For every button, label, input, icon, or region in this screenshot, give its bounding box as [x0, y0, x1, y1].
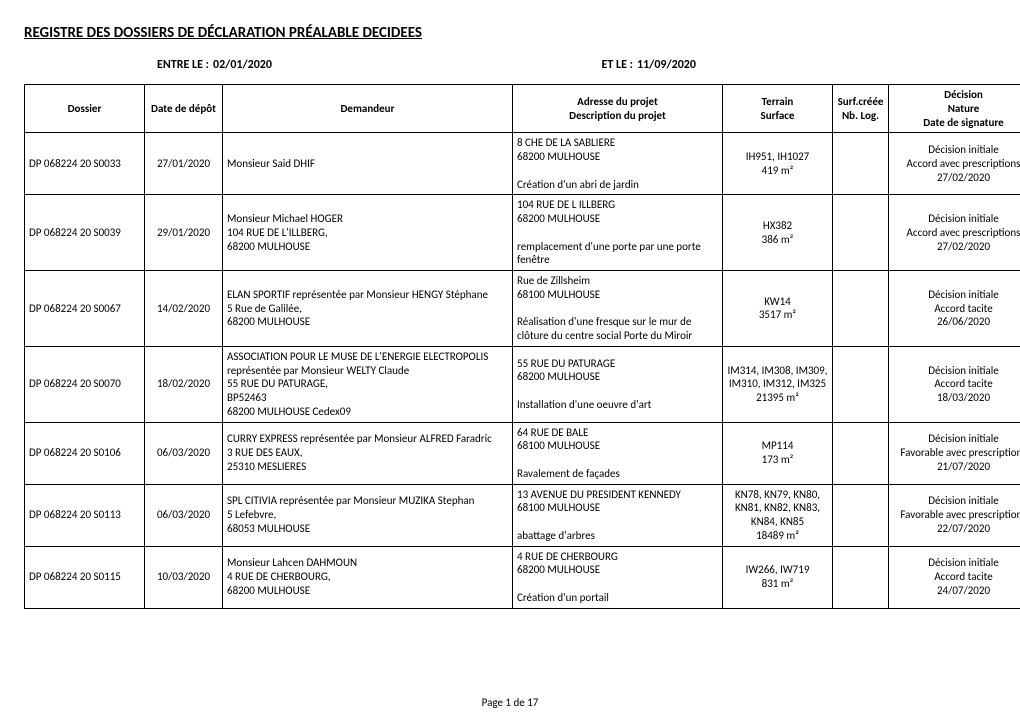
cell-demandeur: ASSOCIATION POUR LE MUSE DE L'ENERGIE EL…	[223, 346, 513, 422]
cell-demandeur: Monsieur Said DHIF	[223, 133, 513, 195]
header-surf-l1: Surf.créée	[837, 95, 884, 109]
date-to-label: ET LE :	[543, 58, 637, 72]
header-adresse-l2: Description du projet	[517, 109, 718, 123]
header-demandeur: Demandeur	[223, 85, 513, 133]
cell-demandeur: Monsieur Michael HOGER 104 RUE DE L'ILLB…	[223, 195, 513, 271]
cell-surf	[833, 422, 889, 484]
cell-dossier: DP 068224 20 S0113	[25, 484, 145, 546]
table-row: DP 068224 20 S003929/01/2020Monsieur Mic…	[25, 195, 1020, 271]
cell-date: 18/02/2020	[145, 346, 223, 422]
header-adresse: Adresse du projet Description du projet	[513, 85, 723, 133]
cell-terrain: MP114 173 m²	[723, 422, 833, 484]
cell-adresse: 4 RUE DE CHERBOURG 68200 MULHOUSE Créati…	[513, 546, 723, 608]
cell-decision: Décision initiale Favorable avec prescri…	[889, 484, 1020, 546]
cell-surf	[833, 195, 889, 271]
header-decision-l1: Décision	[893, 88, 1020, 102]
cell-decision: Décision initiale Favorable avec prescri…	[889, 422, 1020, 484]
cell-decision: Décision initiale Accord tacite 24/07/20…	[889, 546, 1020, 608]
table-row: DP 068224 20 S006714/02/2020ELAN SPORTIF…	[25, 271, 1020, 347]
cell-decision: Décision initiale Accord tacite 26/06/20…	[889, 271, 1020, 347]
table-body: DP 068224 20 S003327/01/2020Monsieur Sai…	[25, 133, 1020, 608]
cell-date: 06/03/2020	[145, 422, 223, 484]
cell-adresse: Rue de Zillsheim 68100 MULHOUSE Réalisat…	[513, 271, 723, 347]
cell-terrain: KN78, KN79, KN80, KN81, KN82, KN83, KN84…	[723, 484, 833, 546]
header-dossier: Dossier	[25, 85, 145, 133]
cell-demandeur: CURRY EXPRESS représentée par Monsieur A…	[223, 422, 513, 484]
cell-dossier: DP 068224 20 S0115	[25, 546, 145, 608]
table-row: DP 068224 20 S007018/02/2020ASSOCIATION …	[25, 346, 1020, 422]
cell-date: 29/01/2020	[145, 195, 223, 271]
cell-date: 06/03/2020	[145, 484, 223, 546]
header-surf-l2: Nb. Log.	[837, 109, 884, 123]
cell-dossier: DP 068224 20 S0070	[25, 346, 145, 422]
table-row: DP 068224 20 S010606/03/2020CURRY EXPRES…	[25, 422, 1020, 484]
page-title: REGISTRE DES DOSSIERS DE DÉCLARATION PRÉ…	[24, 24, 996, 42]
cell-dossier: DP 068224 20 S0039	[25, 195, 145, 271]
cell-surf	[833, 484, 889, 546]
cell-adresse: 13 AVENUE DU PRESIDENT KENNEDY 68100 MUL…	[513, 484, 723, 546]
header-terrain: Terrain Surface	[723, 85, 833, 133]
cell-adresse: 55 RUE DU PATURAGE 68200 MULHOUSE Instal…	[513, 346, 723, 422]
page-footer: Page 1 de 17	[0, 696, 1020, 709]
date-range: ENTRE LE : 02/01/2020 ET LE : 11/09/2020	[24, 58, 996, 72]
cell-terrain: HX382 386 m²	[723, 195, 833, 271]
cell-decision: Décision initiale Accord avec prescripti…	[889, 195, 1020, 271]
cell-date: 10/03/2020	[145, 546, 223, 608]
cell-adresse: 104 RUE DE L ILLBERG 68200 MULHOUSE remp…	[513, 195, 723, 271]
header-decision-l2: Nature	[893, 102, 1020, 116]
cell-decision: Décision initiale Accord avec prescripti…	[889, 133, 1020, 195]
cell-dossier: DP 068224 20 S0106	[25, 422, 145, 484]
date-from-label: ENTRE LE :	[24, 58, 213, 72]
cell-demandeur: ELAN SPORTIF représentée par Monsieur HE…	[223, 271, 513, 347]
header-adresse-l1: Adresse du projet	[517, 95, 718, 109]
table-row: DP 068224 20 S003327/01/2020Monsieur Sai…	[25, 133, 1020, 195]
cell-surf	[833, 346, 889, 422]
date-from-value: 02/01/2020	[213, 58, 543, 72]
table-row: DP 068224 20 S011306/03/2020SPL CITIVIA …	[25, 484, 1020, 546]
cell-decision: Décision initiale Accord tacite 18/03/20…	[889, 346, 1020, 422]
table-row: DP 068224 20 S011510/03/2020Monsieur Lah…	[25, 546, 1020, 608]
date-to-value: 11/09/2020	[637, 58, 696, 72]
cell-dossier: DP 068224 20 S0067	[25, 271, 145, 347]
dossier-table: Dossier Date de dépôt Demandeur Adresse …	[24, 84, 1020, 609]
header-terrain-l2: Surface	[727, 109, 828, 123]
cell-demandeur: SPL CITIVIA représentée par Monsieur MUZ…	[223, 484, 513, 546]
header-decision-l3: Date de signature	[893, 116, 1020, 130]
document-page: REGISTRE DES DOSSIERS DE DÉCLARATION PRÉ…	[0, 0, 1020, 721]
header-date-depot: Date de dépôt	[145, 85, 223, 133]
table-header: Dossier Date de dépôt Demandeur Adresse …	[25, 85, 1020, 133]
cell-surf	[833, 546, 889, 608]
cell-demandeur: Monsieur Lahcen DAHMOUN 4 RUE DE CHERBOU…	[223, 546, 513, 608]
header-terrain-l1: Terrain	[727, 95, 828, 109]
cell-surf	[833, 271, 889, 347]
header-decision: Décision Nature Date de signature	[889, 85, 1020, 133]
cell-terrain: IH951, IH1027 419 m²	[723, 133, 833, 195]
cell-terrain: IW266, IW719 831 m²	[723, 546, 833, 608]
cell-date: 14/02/2020	[145, 271, 223, 347]
cell-terrain: IM314, IM308, IM309, IM310, IM312, IM325…	[723, 346, 833, 422]
cell-surf	[833, 133, 889, 195]
cell-date: 27/01/2020	[145, 133, 223, 195]
header-surf: Surf.créée Nb. Log.	[833, 85, 889, 133]
cell-adresse: 64 RUE DE BALE 68100 MULHOUSE Ravalement…	[513, 422, 723, 484]
cell-terrain: KW14 3517 m²	[723, 271, 833, 347]
cell-adresse: 8 CHE DE LA SABLIERE 68200 MULHOUSE Créa…	[513, 133, 723, 195]
cell-dossier: DP 068224 20 S0033	[25, 133, 145, 195]
